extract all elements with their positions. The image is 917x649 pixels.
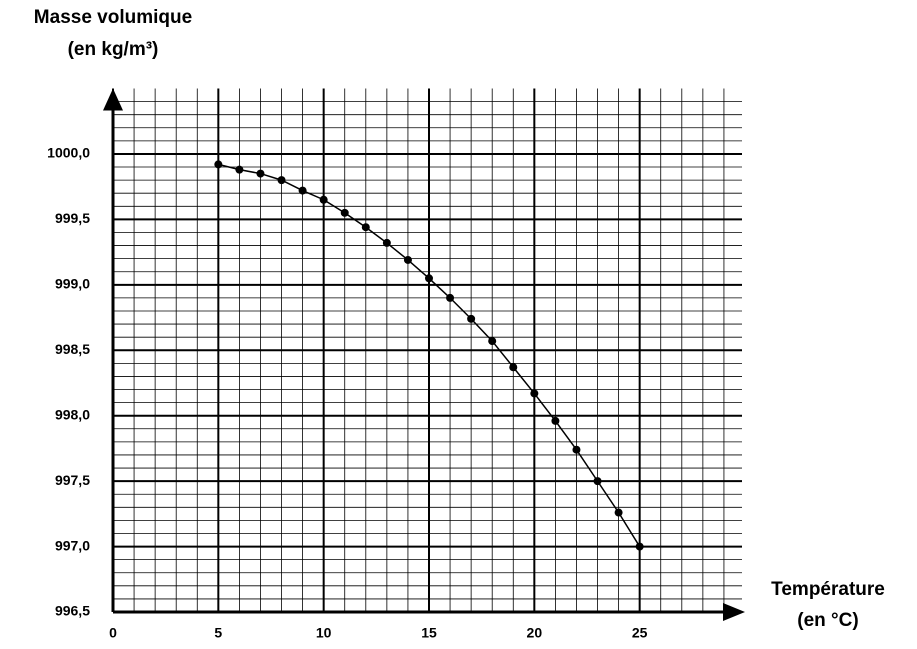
data-point [488,337,497,346]
x-tick-label: 5 [214,625,222,641]
y-tick-label: 998,5 [55,341,90,357]
x-tick-label: 10 [316,625,332,641]
data-point [425,274,433,283]
x-tick-label: 0 [109,625,117,641]
data-point [467,314,476,323]
data-point [382,238,391,247]
x-axis-label: Température [771,579,885,600]
y-tick-label: 999,5 [55,210,90,226]
data-point [635,542,644,551]
y-axis-label: Masse volumique [34,7,192,28]
data-point [298,186,307,195]
x-axis-unit: (en °C) [797,610,858,631]
x-axis-arrow [723,603,745,621]
data-point [446,293,455,302]
data-point [340,208,349,217]
data-point [319,195,328,204]
x-tick-label: 25 [632,625,648,641]
y-tick-label: 1000,0 [47,145,90,161]
data-point [593,477,602,486]
y-tick-label: 998,0 [55,406,90,422]
y-tick-label: 997,5 [55,472,90,488]
data-point [361,223,370,232]
y-tick-label: 999,0 [55,276,90,292]
x-tick-label: 15 [421,625,437,641]
y-axis-unit: (en kg/m³) [68,39,159,60]
data-point [614,508,623,517]
data-point [235,165,244,174]
data-point [530,389,539,398]
y-axis-arrow [103,88,123,111]
y-tick-label: 996,5 [55,603,90,619]
data-point [551,416,560,425]
data-point [509,363,518,372]
data-point [214,160,223,169]
x-tick-label: 20 [527,625,543,641]
data-point [256,169,265,178]
y-tick-label: 997,0 [55,537,90,553]
data-point [403,255,412,264]
data-point [572,445,581,454]
data-point [277,176,286,185]
